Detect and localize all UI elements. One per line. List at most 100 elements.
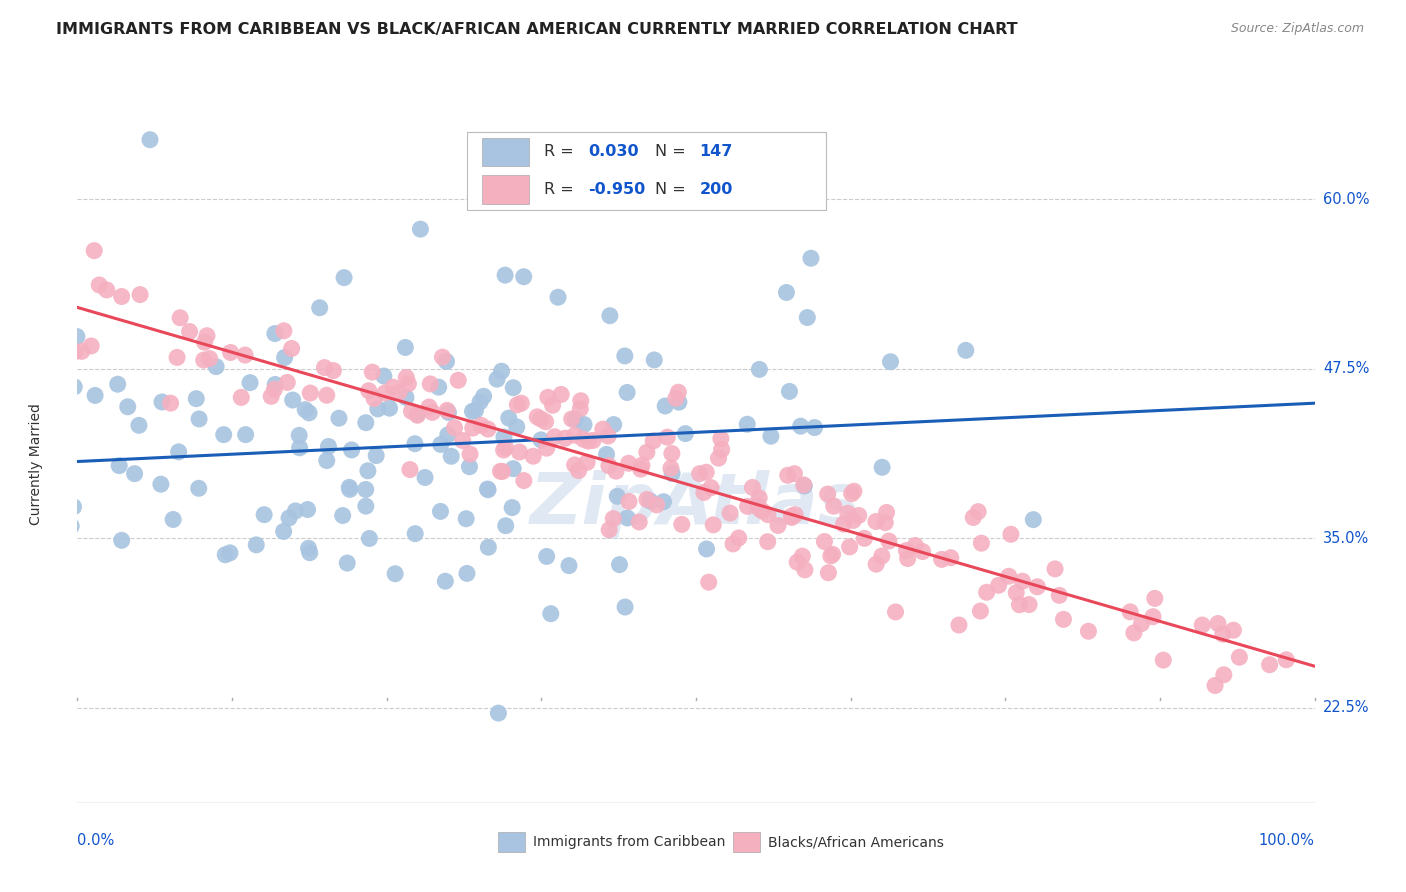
Point bbox=[186, 392, 208, 406]
Point bbox=[697, 575, 720, 590]
Point bbox=[281, 392, 304, 407]
Point bbox=[70, 344, 93, 359]
Point bbox=[382, 380, 405, 394]
Point bbox=[640, 494, 662, 508]
Point bbox=[46, 377, 69, 392]
Point bbox=[187, 481, 209, 495]
Point bbox=[235, 427, 257, 442]
Point bbox=[418, 400, 440, 414]
Point bbox=[530, 433, 553, 447]
Point bbox=[501, 500, 523, 515]
Point bbox=[394, 341, 416, 355]
Point bbox=[572, 417, 595, 432]
Point bbox=[409, 222, 432, 236]
Point bbox=[616, 511, 638, 525]
Point bbox=[536, 441, 558, 455]
Point bbox=[436, 354, 458, 368]
Point bbox=[1018, 598, 1040, 612]
Point bbox=[1005, 585, 1028, 599]
Point bbox=[367, 401, 389, 416]
Point bbox=[693, 485, 716, 500]
Point bbox=[967, 505, 990, 519]
Point bbox=[354, 416, 377, 430]
Point bbox=[14, 498, 37, 512]
Point bbox=[780, 509, 803, 524]
Point bbox=[875, 516, 897, 530]
Point bbox=[506, 420, 529, 434]
Point bbox=[298, 406, 321, 420]
Text: N =: N = bbox=[655, 145, 690, 160]
Point bbox=[1152, 653, 1174, 667]
Point bbox=[60, 519, 83, 533]
Point bbox=[550, 387, 572, 401]
Point bbox=[911, 544, 934, 558]
Point bbox=[823, 499, 845, 513]
Point bbox=[540, 607, 562, 621]
Point bbox=[260, 389, 283, 403]
Point bbox=[741, 480, 763, 494]
Point bbox=[264, 377, 287, 392]
Point bbox=[245, 538, 267, 552]
Point bbox=[150, 395, 173, 409]
Point bbox=[128, 418, 150, 433]
Point bbox=[803, 420, 825, 434]
Point bbox=[707, 451, 730, 466]
Point bbox=[665, 392, 688, 406]
Point bbox=[280, 342, 302, 356]
Point bbox=[544, 430, 567, 444]
Point bbox=[332, 508, 354, 523]
Point bbox=[1386, 624, 1406, 638]
Point bbox=[547, 290, 569, 304]
Point bbox=[51, 406, 73, 420]
Point bbox=[461, 421, 484, 435]
Point bbox=[436, 403, 458, 417]
Point bbox=[582, 434, 605, 448]
Point bbox=[1324, 632, 1347, 647]
Point bbox=[427, 380, 450, 394]
Point bbox=[786, 555, 808, 569]
Point bbox=[359, 532, 381, 546]
Point bbox=[884, 605, 907, 619]
Point bbox=[785, 508, 807, 522]
Point bbox=[477, 541, 499, 555]
Point bbox=[62, 500, 84, 514]
Point bbox=[522, 449, 544, 463]
Point bbox=[447, 373, 470, 387]
Point bbox=[63, 344, 86, 359]
Point bbox=[541, 398, 564, 412]
Point bbox=[108, 458, 131, 473]
Point bbox=[315, 388, 337, 402]
Point bbox=[513, 474, 536, 488]
Point bbox=[793, 478, 815, 492]
Point bbox=[456, 566, 478, 581]
Point bbox=[276, 376, 298, 390]
Text: 0.030: 0.030 bbox=[588, 145, 638, 160]
Point bbox=[848, 508, 870, 523]
Point bbox=[83, 244, 105, 258]
Point bbox=[718, 506, 741, 520]
Text: Blacks/African Americans: Blacks/African Americans bbox=[768, 835, 943, 849]
Point bbox=[696, 541, 718, 556]
Point bbox=[1384, 697, 1406, 711]
Point bbox=[616, 385, 638, 400]
Point bbox=[1122, 625, 1144, 640]
Point bbox=[472, 389, 495, 403]
Point bbox=[558, 558, 581, 573]
Point bbox=[1212, 667, 1234, 681]
Point bbox=[440, 450, 463, 464]
Point bbox=[451, 434, 474, 448]
Point bbox=[1130, 616, 1153, 631]
Point bbox=[837, 506, 859, 520]
Point bbox=[748, 501, 770, 516]
Point bbox=[468, 395, 491, 409]
Point bbox=[413, 470, 436, 484]
Point bbox=[793, 479, 815, 493]
Point bbox=[1119, 605, 1142, 619]
Point bbox=[876, 506, 898, 520]
Text: 147: 147 bbox=[700, 145, 733, 160]
Point bbox=[288, 428, 311, 442]
Point bbox=[339, 483, 361, 497]
Point bbox=[661, 446, 683, 460]
Point bbox=[111, 533, 134, 548]
Point bbox=[239, 376, 262, 390]
